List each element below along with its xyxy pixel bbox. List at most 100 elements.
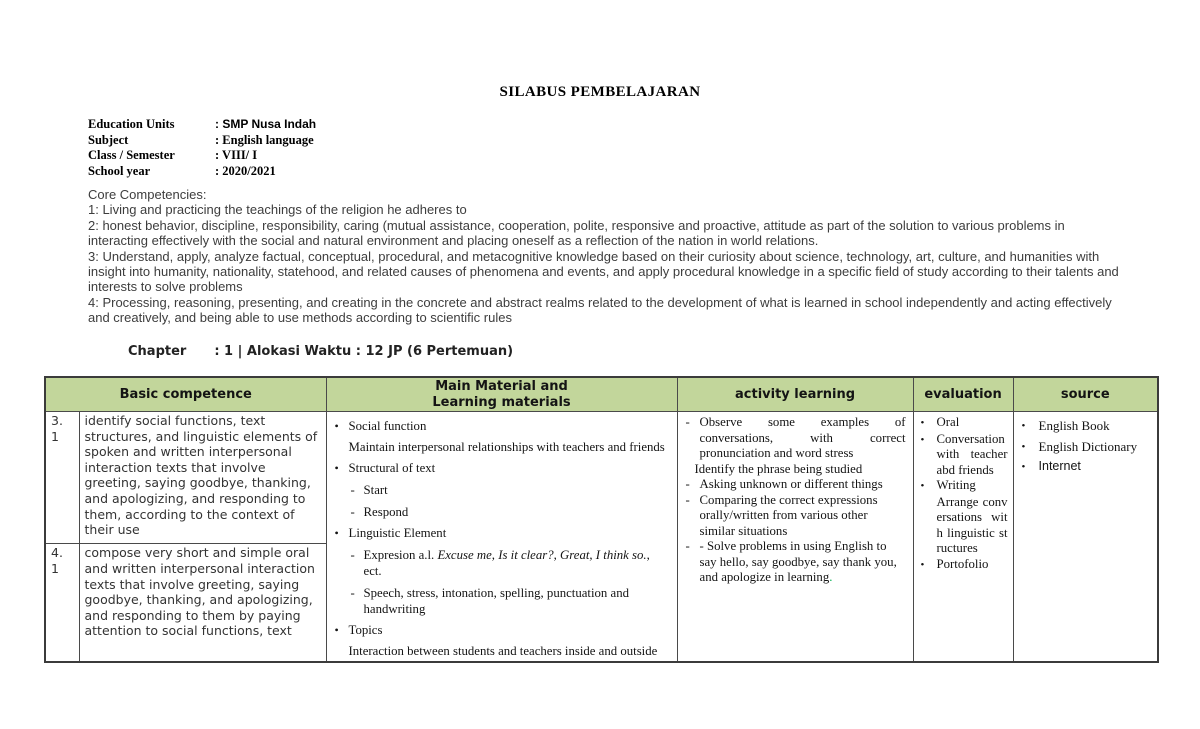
- competence-number-bottom: 1: [51, 561, 59, 577]
- syllabus-table: Basic competence Main Material and Learn…: [44, 376, 1160, 663]
- evaluation-item: • Portofolio: [921, 557, 1008, 574]
- expression-plain: Expresion a.l.: [363, 548, 438, 562]
- source-text: English Dictionary: [1038, 438, 1138, 454]
- activity-item: - Observe some examples of conversations…: [683, 415, 906, 462]
- core-competencies: Core Competencies: 1: Living and practic…: [88, 187, 1120, 326]
- competence-number-4-1: 4. 1: [44, 543, 80, 663]
- dash-icon: -: [685, 539, 690, 553]
- bullet-icon: •: [1021, 440, 1026, 453]
- bullet-icon: •: [334, 623, 339, 637]
- speech-text: Speech, stress, intonation, spelling, pu…: [363, 586, 630, 616]
- material-item-social-function: • Social function: [335, 418, 669, 434]
- meta-row-subject: Subject : English language: [88, 133, 316, 149]
- core-competency-1: 1: Living and practicing the teachings o…: [88, 202, 467, 218]
- expression-item: - Expresion a.l. Excuse me, Is it clear?…: [335, 547, 669, 579]
- evaluation-text: Portofolio: [936, 556, 989, 571]
- source-text: English Book: [1038, 418, 1110, 433]
- core-competency-2: 2: honest behavior, discipline, responsi…: [88, 217, 1065, 249]
- material-item-label: Structural of text: [348, 461, 436, 475]
- meta-row-education-units: Education Units: SMP Nusa Indah: [88, 117, 316, 133]
- table-row: 3. 1 identify social functions, text str…: [44, 410, 1159, 663]
- header-main-material-line1: Main Material and: [435, 379, 568, 394]
- header-evaluation: evaluation: [912, 376, 1014, 412]
- meta-label: Class / Semester: [88, 148, 175, 162]
- table-row: 4. 1 compose very short and simple oral …: [44, 543, 1158, 663]
- chapter-value: : 1 | Alokasi Waktu : 12 JP (6 Pertemuan…: [214, 344, 514, 359]
- evaluation-sub-text: Arrange conversations with linguistic st…: [936, 494, 1008, 556]
- bullet-icon: •: [1021, 420, 1026, 432]
- material-item-structure: • Structural of text: [335, 460, 669, 476]
- evaluation-text: Conversation with teacher abd friends: [936, 431, 1008, 477]
- competence-number-3-1: 3. 1: [44, 410, 80, 545]
- evaluation-cell: • Oral • Conversation with teacher abd f…: [912, 411, 1014, 663]
- header-basic-competence: Basic competence: [44, 376, 327, 412]
- core-competencies-heading: Core Competencies:: [88, 187, 207, 202]
- structure-start-label: Start: [363, 483, 388, 497]
- material-item-label: Linguistic Element: [348, 526, 447, 540]
- meta-value: : 2020/2021: [215, 163, 276, 178]
- core-competency-4: 4: Processing, reasoning, presenting, an…: [88, 294, 1112, 326]
- meta-row-school-year: School year : 2020/2021: [88, 164, 316, 180]
- evaluation-item: • Writing: [921, 478, 1008, 495]
- meta-row-class-semester: Class / Semester : VIII/ I: [88, 148, 316, 164]
- structure-start-item: - Start: [335, 482, 669, 498]
- chapter-line: Chapter : 1 | Alokasi Waktu : 12 JP (6 Pe…: [128, 344, 513, 359]
- competence-text-3-1: identify social functions, text structur…: [78, 410, 327, 545]
- bullet-icon: •: [920, 558, 925, 571]
- header-source: source: [1012, 376, 1159, 412]
- main-material-cell: • Social function Maintain interpersonal…: [325, 411, 678, 663]
- activity-item: - - Solve problems in using English to s…: [683, 539, 906, 586]
- bullet-icon: •: [920, 433, 925, 446]
- meta-label: School year: [88, 163, 151, 178]
- dash-icon: -: [685, 477, 690, 491]
- structure-respond-label: Respond: [363, 505, 409, 519]
- dash-icon: -: [685, 415, 690, 429]
- topics-desc: Interaction between students and teacher…: [348, 644, 658, 658]
- structure-respond-item: - Respond: [335, 504, 669, 520]
- competence-text-4-1: compose very short and simple oral and w…: [78, 543, 327, 663]
- competence-number-top: 4.: [51, 545, 63, 561]
- evaluation-item: • Conversation with teacher abd friends: [921, 432, 1008, 479]
- competence-number-top: 3.: [51, 413, 63, 428]
- dash-icon: -: [350, 483, 355, 497]
- activity-continuation: Identify the phrase being studied: [694, 461, 863, 476]
- page-title: SILABUS PEMBELAJARAN: [499, 84, 701, 100]
- evaluation-item: • Oral: [921, 415, 1008, 432]
- dash-icon: -: [685, 492, 690, 507]
- chapter-label: Chapter: [128, 344, 187, 359]
- activity-text-body: - Solve problems in using English to say…: [699, 539, 897, 584]
- bullet-icon: •: [920, 417, 925, 429]
- activity-text: Observe some examples of conversations, …: [699, 415, 906, 460]
- meta-value: : SMP Nusa Indah: [215, 117, 317, 131]
- activity-learning-cell: - Observe some examples of conversations…: [676, 411, 914, 663]
- dash-icon: -: [350, 586, 355, 600]
- meta-label: Subject: [88, 132, 129, 147]
- material-social-desc: Maintain interpersonal relationships wit…: [348, 440, 665, 454]
- source-item: • Internet: [1022, 459, 1154, 476]
- activity-item: - Comparing the correct expressions oral…: [683, 493, 906, 540]
- expression-text: Expresion a.l. Excuse me, Is it clear?, …: [364, 547, 669, 579]
- source-text: Internet: [1038, 459, 1081, 473]
- meta-value: : English language: [215, 132, 314, 147]
- table-header-row: Basic competence Main Material and Learn…: [44, 376, 1159, 412]
- header-activity-learning: activity learning: [676, 376, 914, 412]
- header-main-material-line2: Learning materials: [432, 394, 571, 410]
- bullet-icon: •: [334, 526, 339, 540]
- meta-value: : VIII/ I: [215, 148, 258, 162]
- source-item: • English Book: [1022, 418, 1154, 435]
- activity-item: - Asking unknown or different things: [683, 477, 906, 493]
- material-item-topics: • Topics: [335, 622, 669, 638]
- speech-item: - Speech, stress, intonation, spelling, …: [335, 585, 669, 617]
- metadata-block: Education Units: SMP Nusa Indah Subject:…: [88, 117, 316, 179]
- dash-icon: -: [350, 548, 355, 562]
- bullet-icon: •: [1021, 461, 1026, 473]
- bullet-icon: •: [334, 419, 339, 433]
- bullet-icon: •: [920, 480, 925, 492]
- evaluation-text: Oral: [936, 415, 960, 429]
- activity-text: Comparing the correct expressions orally…: [699, 492, 878, 538]
- competence-number-bottom: 1: [51, 428, 59, 444]
- material-item-label: Social function: [348, 419, 427, 433]
- header-main-material: Main Material and Learning materials: [325, 376, 678, 412]
- source-item: • English Dictionary: [1022, 439, 1154, 456]
